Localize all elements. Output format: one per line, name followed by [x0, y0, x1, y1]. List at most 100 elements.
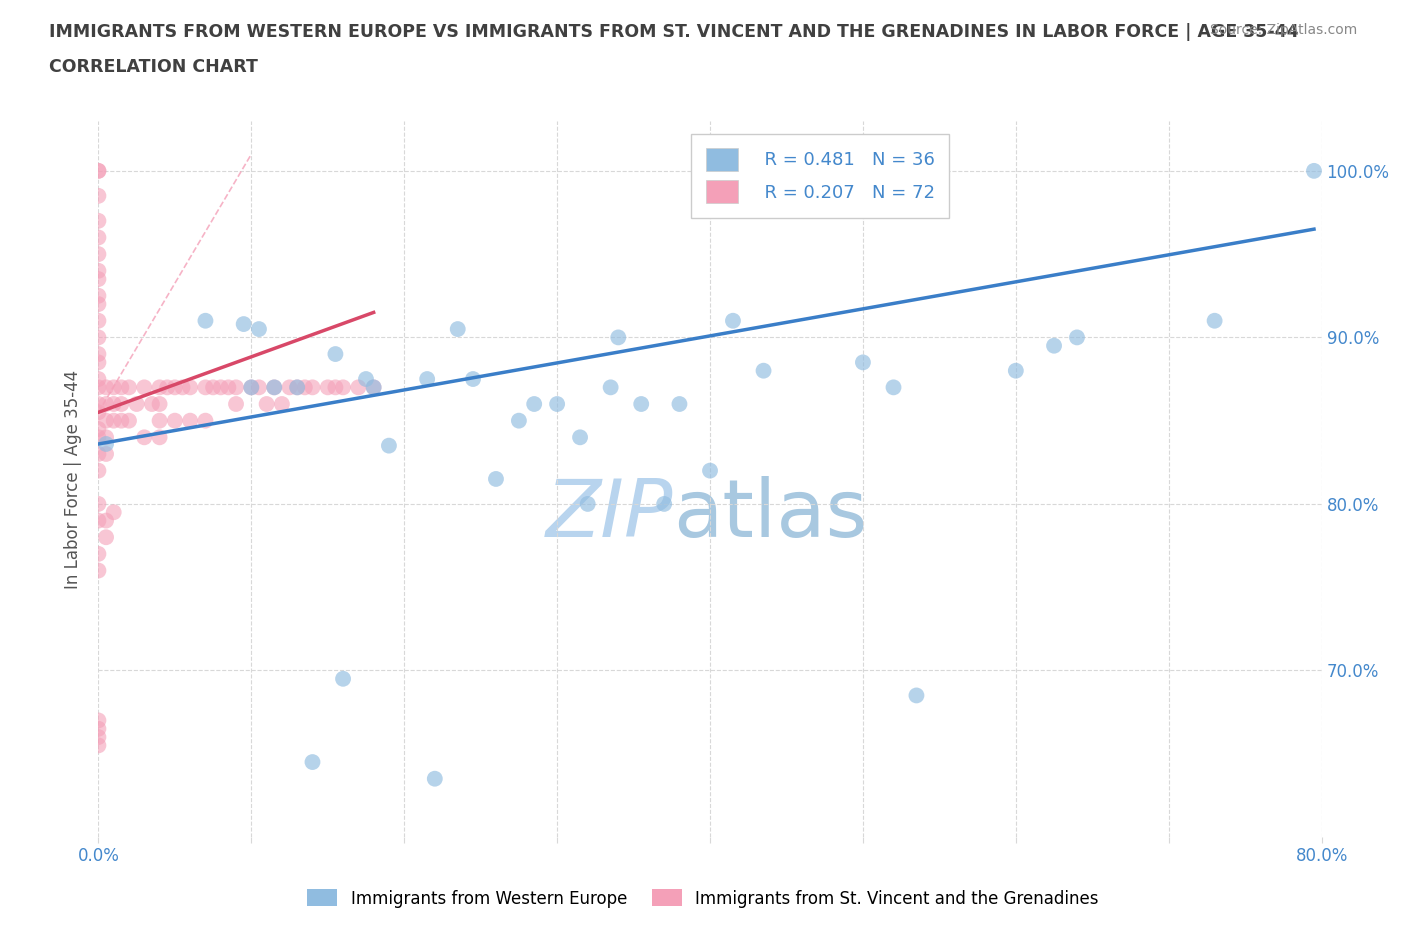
- Point: [194, 413, 217, 428]
- Point: [103, 413, 125, 428]
- Text: CORRELATION CHART: CORRELATION CHART: [49, 58, 259, 75]
- Point: [240, 380, 263, 395]
- Point: [87, 396, 110, 411]
- Point: [94, 436, 117, 451]
- Point: [141, 396, 163, 411]
- Point: [523, 396, 546, 411]
- Point: [87, 563, 110, 578]
- Point: [87, 313, 110, 328]
- Point: [87, 355, 110, 370]
- Point: [202, 380, 225, 395]
- Point: [325, 380, 347, 395]
- Point: [94, 396, 117, 411]
- Point: [87, 463, 110, 478]
- Point: [87, 246, 110, 261]
- Point: [423, 771, 446, 786]
- Point: [87, 164, 110, 179]
- Point: [1004, 364, 1026, 379]
- Legend:   R = 0.481   N = 36,   R = 0.207   N = 72: R = 0.481 N = 36, R = 0.207 N = 72: [692, 134, 949, 218]
- Point: [607, 330, 630, 345]
- Point: [225, 396, 247, 411]
- Point: [332, 671, 354, 686]
- Point: [172, 380, 194, 395]
- Point: [87, 189, 110, 204]
- Point: [247, 322, 270, 337]
- Point: [416, 372, 439, 387]
- Point: [263, 380, 285, 395]
- Point: [87, 713, 110, 728]
- Point: [217, 380, 239, 395]
- Point: [363, 380, 385, 395]
- Point: [94, 413, 117, 428]
- Point: [546, 396, 568, 411]
- Point: [149, 430, 172, 445]
- Point: [149, 396, 172, 411]
- Point: [149, 380, 172, 395]
- Point: [363, 380, 385, 395]
- Point: [179, 413, 201, 428]
- Point: [149, 413, 172, 428]
- Point: [194, 313, 217, 328]
- Point: [134, 430, 156, 445]
- Point: [179, 380, 201, 395]
- Point: [194, 380, 217, 395]
- Point: [721, 313, 744, 328]
- Point: [87, 288, 110, 303]
- Point: [87, 347, 110, 362]
- Point: [94, 430, 117, 445]
- Point: [652, 497, 675, 512]
- Point: [301, 754, 323, 769]
- Point: [87, 430, 110, 445]
- Point: [87, 547, 110, 562]
- Point: [87, 497, 110, 512]
- Point: [87, 297, 110, 312]
- Point: [1204, 313, 1226, 328]
- Point: [247, 380, 270, 395]
- Point: [163, 413, 186, 428]
- Point: [461, 372, 484, 387]
- Point: [852, 355, 875, 370]
- Point: [378, 438, 401, 453]
- Text: Source: ZipAtlas.com: Source: ZipAtlas.com: [1209, 23, 1357, 37]
- Point: [110, 380, 132, 395]
- Point: [569, 430, 592, 445]
- Point: [668, 396, 690, 411]
- Point: [87, 513, 110, 528]
- Point: [285, 380, 308, 395]
- Point: [285, 380, 308, 395]
- Point: [1043, 339, 1066, 353]
- Point: [134, 380, 156, 395]
- Point: [270, 396, 292, 411]
- Point: [699, 463, 721, 478]
- Point: [87, 272, 110, 286]
- Point: [354, 372, 377, 387]
- Point: [294, 380, 316, 395]
- Point: [87, 330, 110, 345]
- Point: [325, 347, 347, 362]
- Point: [87, 263, 110, 278]
- Point: [209, 380, 232, 395]
- Point: [94, 446, 117, 461]
- Point: [103, 380, 125, 395]
- Point: [905, 688, 928, 703]
- Text: IMMIGRANTS FROM WESTERN EUROPE VS IMMIGRANTS FROM ST. VINCENT AND THE GRENADINES: IMMIGRANTS FROM WESTERN EUROPE VS IMMIGR…: [49, 23, 1299, 41]
- Point: [347, 380, 370, 395]
- Point: [599, 380, 621, 395]
- Point: [301, 380, 323, 395]
- Point: [1303, 164, 1326, 179]
- Point: [87, 722, 110, 737]
- Point: [256, 396, 278, 411]
- Point: [156, 380, 179, 395]
- Point: [87, 405, 110, 419]
- Point: [508, 413, 530, 428]
- Text: ZIP: ZIP: [546, 476, 673, 553]
- Point: [87, 380, 110, 395]
- Point: [240, 380, 263, 395]
- Point: [87, 730, 110, 745]
- Point: [103, 396, 125, 411]
- Text: atlas: atlas: [673, 476, 868, 553]
- Point: [263, 380, 285, 395]
- Point: [630, 396, 652, 411]
- Point: [87, 230, 110, 245]
- Y-axis label: In Labor Force | Age 35-44: In Labor Force | Age 35-44: [65, 369, 83, 589]
